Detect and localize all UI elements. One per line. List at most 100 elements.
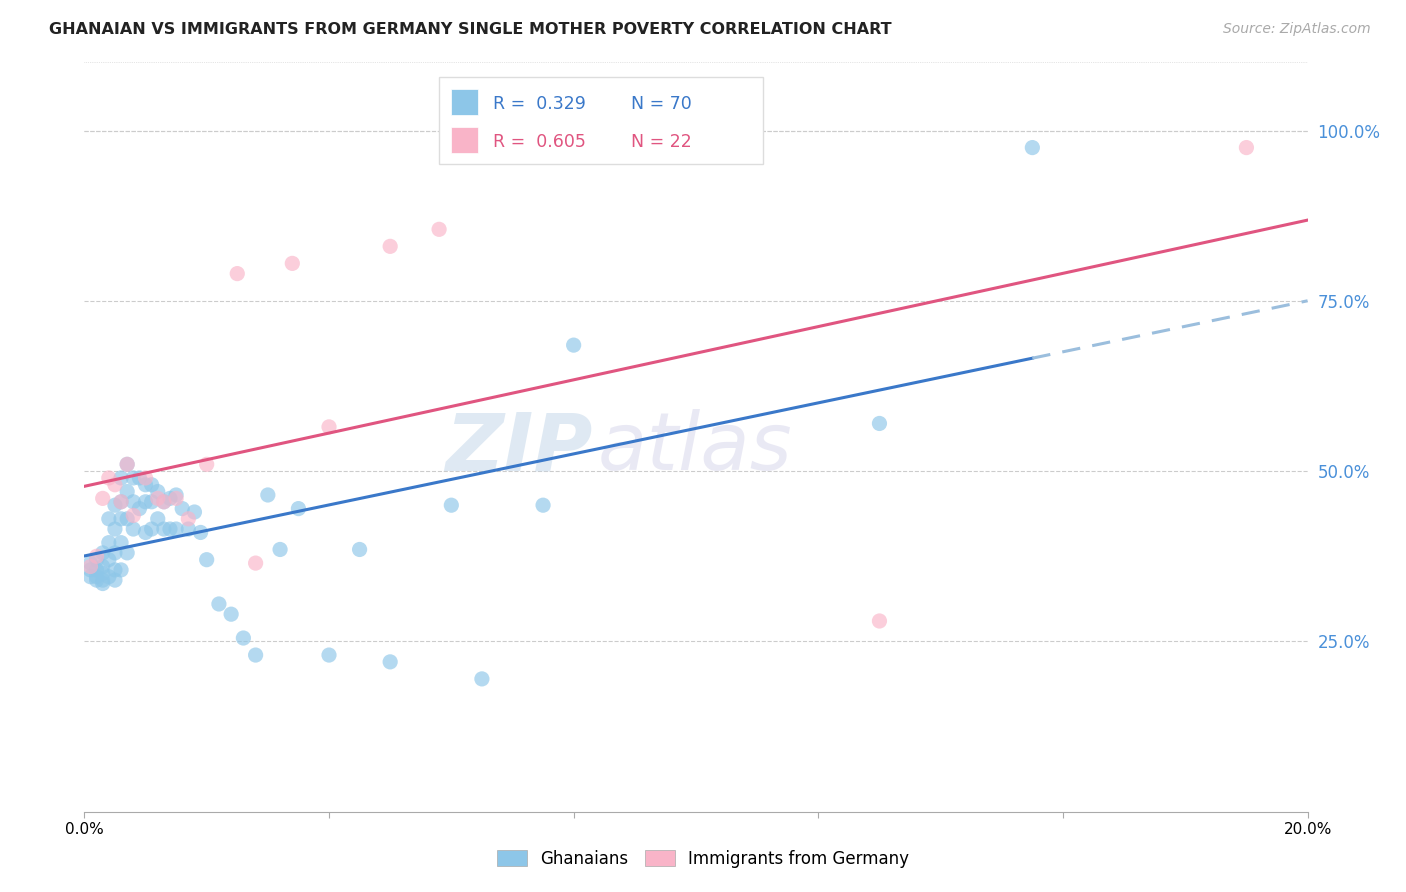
- Point: [110, 563, 132, 577]
- Point: [91, 573, 114, 587]
- Text: ZIP: ZIP: [444, 409, 592, 487]
- Point: [177, 522, 200, 536]
- Point: [183, 505, 205, 519]
- Point: [91, 546, 114, 560]
- Point: [141, 495, 163, 509]
- Point: [97, 471, 120, 485]
- Point: [159, 491, 181, 506]
- Point: [122, 522, 145, 536]
- Point: [562, 338, 585, 352]
- Point: [110, 535, 132, 549]
- Point: [146, 491, 169, 506]
- Point: [79, 559, 101, 574]
- Point: [281, 256, 304, 270]
- Point: [86, 570, 108, 584]
- Point: [97, 512, 120, 526]
- Point: [195, 458, 218, 472]
- Point: [208, 597, 231, 611]
- Point: [153, 522, 176, 536]
- Bar: [451, 127, 478, 153]
- Point: [427, 222, 450, 236]
- Point: [104, 477, 127, 491]
- Point: [146, 484, 169, 499]
- Point: [97, 552, 120, 566]
- Point: [135, 525, 157, 540]
- Point: [380, 239, 402, 253]
- Point: [146, 512, 169, 526]
- Point: [79, 563, 101, 577]
- FancyBboxPatch shape: [439, 78, 763, 163]
- Point: [122, 508, 145, 523]
- Point: [104, 546, 127, 560]
- Point: [91, 566, 114, 581]
- Point: [115, 458, 138, 472]
- Point: [165, 522, 187, 536]
- Point: [153, 495, 176, 509]
- Point: [104, 573, 127, 587]
- Point: [135, 477, 157, 491]
- Point: [226, 267, 249, 281]
- Point: [245, 556, 267, 570]
- Point: [440, 498, 463, 512]
- Point: [287, 501, 309, 516]
- Point: [128, 471, 150, 485]
- Point: [232, 631, 254, 645]
- Point: [153, 495, 176, 509]
- Point: [110, 512, 132, 526]
- Point: [195, 552, 218, 566]
- Point: [86, 563, 108, 577]
- Point: [318, 420, 340, 434]
- Point: [349, 542, 371, 557]
- Point: [104, 522, 127, 536]
- Point: [97, 535, 120, 549]
- Point: [86, 549, 108, 564]
- Point: [104, 563, 127, 577]
- Point: [79, 570, 101, 584]
- Point: [97, 570, 120, 584]
- Point: [141, 522, 163, 536]
- Point: [135, 495, 157, 509]
- Point: [91, 559, 114, 574]
- Point: [1236, 140, 1258, 154]
- Point: [141, 477, 163, 491]
- Point: [318, 648, 340, 662]
- Point: [91, 576, 114, 591]
- Point: [110, 495, 132, 509]
- Point: [115, 546, 138, 560]
- Point: [115, 458, 138, 472]
- Text: N = 22: N = 22: [631, 133, 692, 151]
- Point: [869, 417, 891, 431]
- Point: [115, 484, 138, 499]
- Point: [257, 488, 280, 502]
- Text: GHANAIAN VS IMMIGRANTS FROM GERMANY SINGLE MOTHER POVERTY CORRELATION CHART: GHANAIAN VS IMMIGRANTS FROM GERMANY SING…: [49, 22, 891, 37]
- Y-axis label: Single Mother Poverty: Single Mother Poverty: [0, 352, 7, 522]
- Point: [159, 522, 181, 536]
- Point: [128, 501, 150, 516]
- Point: [110, 495, 132, 509]
- Point: [177, 512, 200, 526]
- Point: [869, 614, 891, 628]
- Point: [91, 491, 114, 506]
- Point: [190, 525, 212, 540]
- Point: [380, 655, 402, 669]
- Point: [122, 471, 145, 485]
- Text: N = 70: N = 70: [631, 95, 692, 112]
- Point: [1021, 140, 1043, 154]
- Point: [219, 607, 242, 622]
- Text: atlas: atlas: [598, 409, 793, 487]
- Legend: Ghanaians, Immigrants from Germany: Ghanaians, Immigrants from Germany: [491, 844, 915, 875]
- Point: [245, 648, 267, 662]
- Point: [79, 556, 101, 570]
- Point: [110, 471, 132, 485]
- Point: [86, 573, 108, 587]
- Point: [172, 501, 194, 516]
- Point: [269, 542, 291, 557]
- Text: R =  0.605: R = 0.605: [494, 133, 586, 151]
- Point: [135, 471, 157, 485]
- Point: [104, 498, 127, 512]
- Point: [531, 498, 554, 512]
- Text: Source: ZipAtlas.com: Source: ZipAtlas.com: [1223, 22, 1371, 37]
- Point: [165, 488, 187, 502]
- Bar: [451, 88, 478, 115]
- Point: [165, 491, 187, 506]
